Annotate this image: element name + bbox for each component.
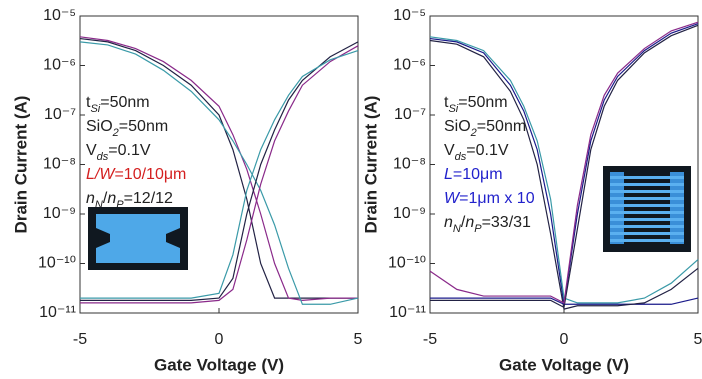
x-tick-label: -5 [73,331,87,348]
annotation-part: V [86,142,97,159]
annotation: L/W=10/10μm [86,166,186,183]
figure: 10⁻¹¹ 10⁻¹⁰ 10⁻⁹ 10⁻⁸ 10⁻⁷ 10⁻⁶ 10⁻⁵ -5 0 5 Gate V… [0,0,702,379]
annotation-part: L [444,166,453,183]
y-tick-label: 10⁻⁸ [43,156,76,173]
annotation-part: 2 [112,127,119,139]
y-tick-label: 10⁻⁵ [393,7,426,24]
annotation-part: Si [448,103,458,115]
annotation-part: n [86,190,95,207]
annotation-part: n [465,214,474,231]
annotation: SiO2=50nm [444,118,526,139]
annotation: Vds=0.1V [444,142,509,163]
curve [430,22,698,303]
annotation: L=10μm [444,166,503,183]
annotation-part: L/W [86,166,116,183]
plot-frame [430,16,698,313]
annotation: tSi=50nm [444,94,508,115]
annotation-part: =10μm [453,166,503,183]
x-tick-label: 5 [354,331,363,348]
annotation-part: =50nm [119,118,168,135]
y-tick-label: 10⁻⁵ [43,7,76,24]
y-tick-label: 10⁻⁶ [43,57,76,74]
annotation-part: N [453,223,461,235]
y-axis-label: Drain Current (A) [11,96,30,234]
y-tick-label: 10⁻¹¹ [389,304,426,321]
annotation-part: =50nm [100,94,149,111]
annotation-part: 2 [470,127,477,139]
x-tick-label: -5 [423,331,437,348]
annotation-part: SiO [86,118,113,135]
page: {"chart_data": [ {"type": "line", "xlabe… [0,0,702,379]
annotation-part: ds [97,151,109,163]
y-axis-label: Drain Current (A) [361,96,380,234]
annotation-part: =33/31 [482,214,531,231]
y-tick-label: 10⁻⁷ [394,106,426,123]
annotation: tSi=50nm [86,94,150,115]
annotation-part: ds [455,151,467,163]
y-tick-label: 10⁻⁸ [393,156,426,173]
annotation-part: =0.1V [466,142,509,159]
annotation-part: =12/12 [124,190,173,207]
y-tick-label: 10⁻¹⁰ [38,255,76,272]
annotation-part: =10/10μm [114,166,186,183]
annotation-part: =50nm [458,94,507,111]
annotation-part: Si [90,103,100,115]
y-tick-label: 10⁻⁹ [393,205,426,222]
y-tick-label: 10⁻⁷ [44,106,76,123]
annotation-part: =1μm x 10 [459,190,535,207]
y-tick-label: 10⁻⁶ [393,57,426,74]
annotation-part: n [444,214,453,231]
device-inset [88,207,188,270]
panel: 10⁻¹¹ 10⁻¹⁰ 10⁻⁹ 10⁻⁸ 10⁻⁷ 10⁻⁶ 10⁻⁵ -5 0 5 Gate V… [11,7,362,374]
curve [430,24,698,305]
y-tick-label: 10⁻¹¹ [39,304,76,321]
x-tick-label: 0 [560,331,569,348]
device-inset [603,166,691,252]
annotation-part: =50nm [477,118,526,135]
annotation: W=1μm x 10 [444,190,535,207]
x-tick-label: 5 [694,331,702,348]
annotation-part: V [444,142,455,159]
annotation: SiO2=50nm [86,118,168,139]
annotation-part: n [107,190,116,207]
annotation-part: SiO [444,118,471,135]
y-tick-label: 10⁻¹⁰ [388,255,426,272]
annotation: Vds=0.1V [86,142,151,163]
y-tick-label: 10⁻⁹ [43,205,76,222]
annotation-part: =0.1V [108,142,151,159]
annotation: nN/nP=33/31 [444,214,531,235]
x-tick-label: 0 [215,331,224,348]
x-axis-label: Gate Voltage (V) [154,355,284,374]
x-axis-label: Gate Voltage (V) [499,355,629,374]
